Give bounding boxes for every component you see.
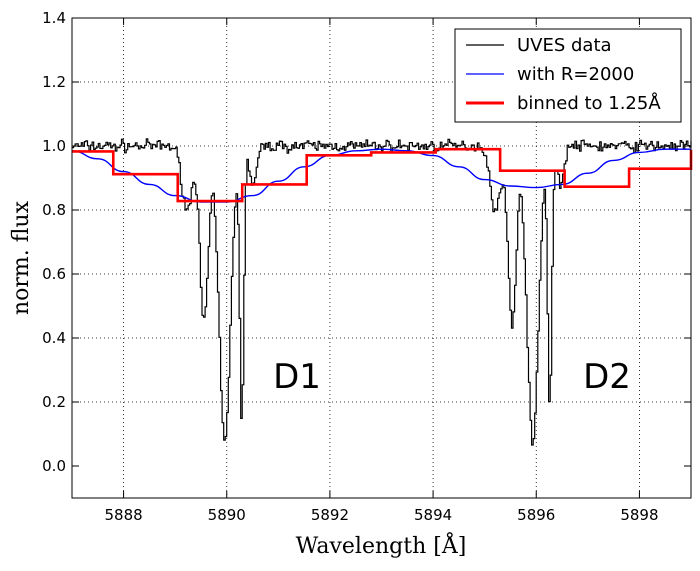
- binned-step-line: [72, 147, 693, 203]
- annotation-d1: D1: [273, 357, 321, 397]
- annotation-d2: D2: [583, 357, 631, 397]
- y-tick-label: 1.4: [42, 9, 66, 27]
- legend-label-r2000: with R=2000: [517, 64, 634, 85]
- r2000-smoothed-line: [71, 148, 691, 203]
- y-tick-label: 0.6: [42, 265, 66, 283]
- x-tick-label: 5892: [311, 506, 349, 524]
- series-layer: [71, 138, 693, 446]
- y-tick-label: 0.0: [42, 457, 66, 475]
- y-tick-label: 0.8: [42, 201, 66, 219]
- x-tick-label: 5896: [517, 506, 555, 524]
- y-tick-label: 0.2: [42, 393, 66, 411]
- y-tick-label: 0.4: [42, 329, 66, 347]
- legend-label-binned: binned to 1.25Å: [517, 92, 661, 114]
- legend-label-uves: UVES data: [517, 35, 612, 56]
- x-tick-label: 5898: [620, 506, 658, 524]
- plot-frame: [71, 17, 692, 499]
- uves-data-line: [72, 138, 692, 446]
- y-tick-label: 1.0: [42, 137, 66, 155]
- x-tick-label: 5890: [208, 506, 246, 524]
- x-tick-label: 5888: [104, 506, 142, 524]
- x-tick-label: 5894: [414, 506, 452, 524]
- x-axis-label: Wavelength [Å]: [296, 531, 467, 559]
- tick-layer: 5888 5890 5892 5894 5896 5898 0.0 0.2 0.4 0.6 0.8 1…: [42, 9, 691, 524]
- y-tick-label: 1.2: [42, 73, 66, 91]
- legend: UVES data with R=2000 binned to 1.25Å: [454, 28, 682, 123]
- y-axis-label: norm. flux: [9, 200, 34, 315]
